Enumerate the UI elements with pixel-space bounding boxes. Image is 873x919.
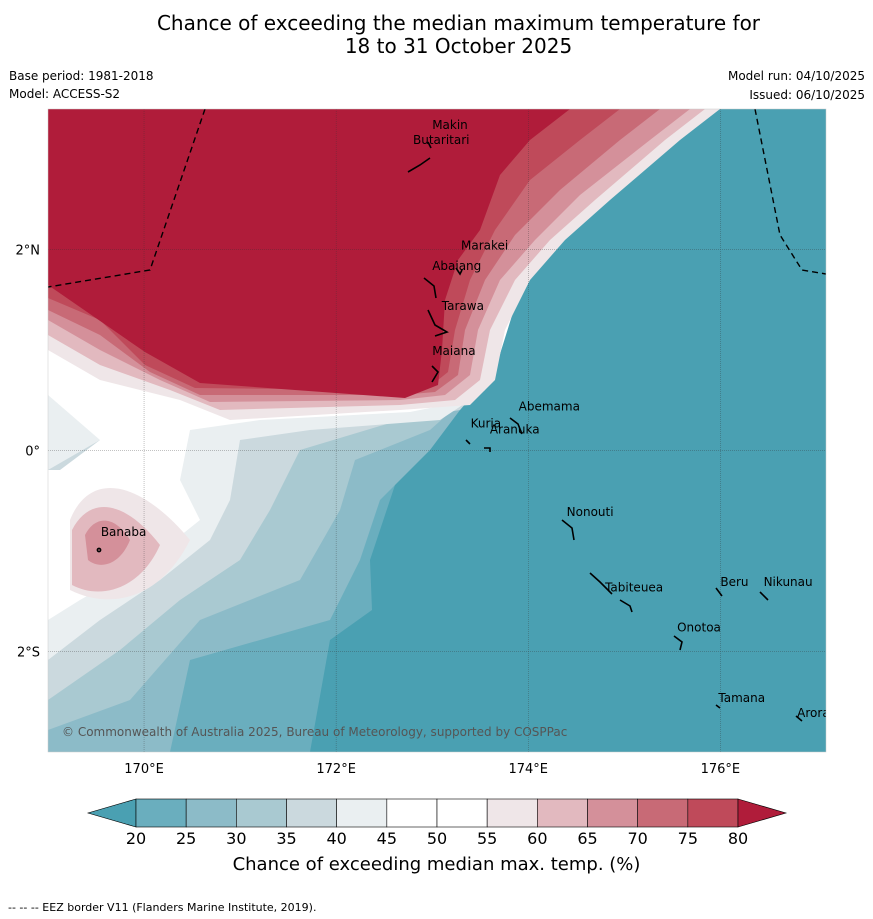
island-beru <box>715 587 723 597</box>
colorbar-tick-label: 50 <box>426 829 448 848</box>
place-label: Tarawa <box>441 299 484 313</box>
colorbar-extend-high <box>737 798 788 828</box>
colorbar-segment <box>587 798 638 828</box>
island-abaiang <box>423 277 437 299</box>
island-tabiteuea-north <box>589 572 613 595</box>
place-label: Abaiang <box>432 259 481 273</box>
lat-tick-label: 2°N <box>16 244 41 259</box>
issued-date: Issued: 06/10/2025 <box>749 88 865 102</box>
place-label: Kuria <box>471 416 502 430</box>
island-maiana <box>431 365 440 383</box>
colorbar-segment <box>386 798 438 828</box>
island-nonouti <box>561 519 575 541</box>
colorbar-tick-label: 35 <box>276 829 297 848</box>
lon-tick-label: 172°E <box>316 762 356 777</box>
lat-tick-label: 2°S <box>17 646 40 661</box>
colorbar-label: Chance of exceeding median max. temp. (%… <box>232 854 641 875</box>
colorbar-segment <box>336 798 388 828</box>
place-label: Butaritari <box>413 133 470 147</box>
colorbar-extend-low <box>86 798 137 828</box>
place-label: Arorae <box>797 706 837 720</box>
island-banaba <box>96 547 102 553</box>
base-period: Base period: 1981-2018 <box>9 69 154 83</box>
place-label: Marakei <box>461 239 508 253</box>
lon-tick-label: 176°E <box>701 762 741 777</box>
island-marakei <box>455 267 463 276</box>
colorbar-segment <box>436 798 488 828</box>
place-label: Beru <box>720 575 748 589</box>
island-butaritari <box>407 157 431 173</box>
band-west-40 <box>48 395 100 470</box>
colorbar-segment <box>637 798 689 828</box>
place-label: Nikunau <box>764 575 813 589</box>
colorbar-segment <box>185 798 237 828</box>
place-label: Tabiteuea <box>604 580 663 594</box>
title-line-2: 18 to 31 October 2025 <box>344 34 573 58</box>
island-onotoa <box>673 635 683 651</box>
place-label: Tamana <box>717 691 765 705</box>
colorbar-segment <box>286 798 337 828</box>
colorbar-tick-label: 75 <box>677 829 699 848</box>
eez-legend-note: -- -- -- EEZ border V11 (Flanders Marine… <box>8 901 317 914</box>
colorbar-tick-label: 20 <box>125 829 147 848</box>
place-label: Maiana <box>432 344 475 358</box>
colorbar-segment <box>687 798 739 828</box>
island-outlines <box>96 141 803 722</box>
eez-border-west <box>48 109 206 288</box>
island-arorae <box>795 715 803 722</box>
place-label: Abemama <box>519 399 580 413</box>
lon-tick-label: 174°E <box>508 762 548 777</box>
colorbar-segment <box>537 798 588 828</box>
lat-tick-label: 0° <box>25 445 40 460</box>
chart-title: Chance of exceeding the median maximum t… <box>0 12 873 58</box>
place-label: Makin <box>432 118 468 132</box>
place-label: Nonouti <box>567 505 614 519</box>
colorbar-segment <box>135 798 187 828</box>
colorbar-tick-label: 25 <box>175 829 197 848</box>
copyright-notice: © Commonwealth of Australia 2025, Bureau… <box>62 725 567 739</box>
lon-tick-label: 170°E <box>124 762 164 777</box>
island-tamana <box>715 704 721 709</box>
island-makin <box>427 141 432 149</box>
place-label: Aranuka <box>490 423 540 437</box>
colorbar-tick-label: 45 <box>376 829 398 848</box>
colorbar-tick-label: 30 <box>226 829 247 848</box>
axis-labels: 170°E 172°E 174°E 176°E 2°N 0° 2°S <box>16 244 741 777</box>
island-tarawa <box>427 309 449 337</box>
place-label: Onotoa <box>677 620 721 634</box>
island-nikunau <box>759 591 769 601</box>
island-aranuka <box>484 447 491 452</box>
model-run: Model run: 04/10/2025 <box>727 69 865 83</box>
island-abemama <box>509 417 523 435</box>
island-kuria <box>465 439 471 445</box>
colorbar-tick-label: 40 <box>326 829 347 848</box>
colorbar <box>86 798 788 828</box>
colorbar-segment <box>486 798 538 828</box>
island-tabiteuea-south <box>619 599 633 613</box>
model-name: Model: ACCESS-S2 <box>9 87 121 101</box>
colorbar-tick-label: 55 <box>476 829 498 848</box>
colorbar-tick-label: 70 <box>627 829 648 848</box>
grid-lines <box>48 109 826 752</box>
banaba-band-65 <box>85 520 130 565</box>
colorbar-tick-label: 65 <box>577 829 598 848</box>
colorbar-tick-label: 60 <box>527 829 548 848</box>
eez-border-east <box>754 109 826 275</box>
band-above-80 <box>48 109 570 398</box>
title-line-1: Chance of exceeding the median maximum t… <box>156 11 761 35</box>
colorbar-segment <box>236 798 287 828</box>
place-label: Banaba <box>101 525 147 539</box>
colorbar-tick-label: 80 <box>727 829 749 848</box>
map-frame <box>47 108 827 753</box>
